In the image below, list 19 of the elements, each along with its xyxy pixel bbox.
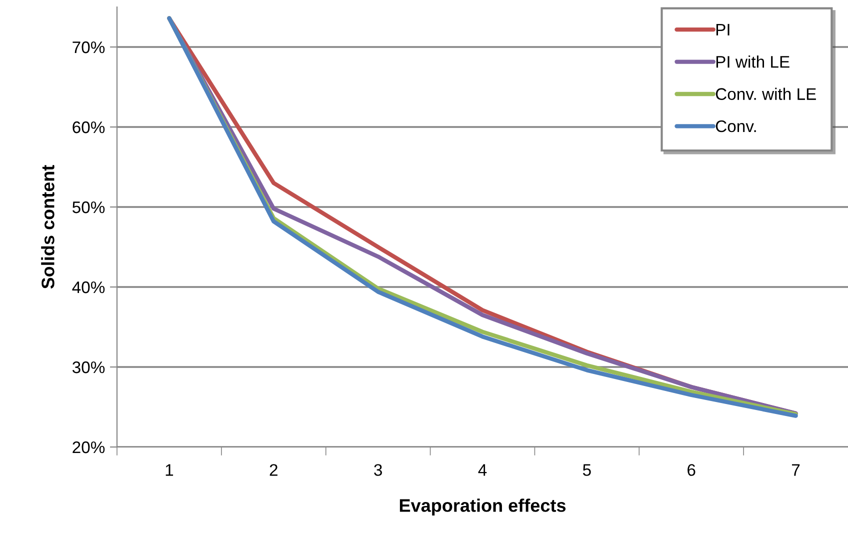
y-tick-label: 30% <box>72 361 105 374</box>
y-tick-label: 60% <box>72 121 105 134</box>
y-tick-label: 20% <box>72 441 105 454</box>
x-tick-label: 6 <box>688 464 696 476</box>
x-tick-label: 1 <box>166 464 174 476</box>
x-tick-label: 7 <box>792 464 800 476</box>
y-tick-label: 70% <box>72 41 105 54</box>
x-axis-title: Evaporation effects <box>400 498 566 516</box>
y-axis-title: Solids content <box>41 165 54 289</box>
legend-label: Conv. <box>716 120 756 132</box>
x-tick-label: 5 <box>582 464 591 476</box>
x-tick-label: 3 <box>374 464 382 476</box>
x-tick-label: 2 <box>270 464 278 476</box>
y-tick-label: 40% <box>72 281 105 294</box>
legend-label: Conv. with LE <box>716 88 816 100</box>
legend-label: PI with LE <box>716 56 790 68</box>
legend-label: PI <box>716 24 730 36</box>
y-tick-label: 50% <box>72 201 105 214</box>
x-tick-label: 4 <box>478 464 487 476</box>
